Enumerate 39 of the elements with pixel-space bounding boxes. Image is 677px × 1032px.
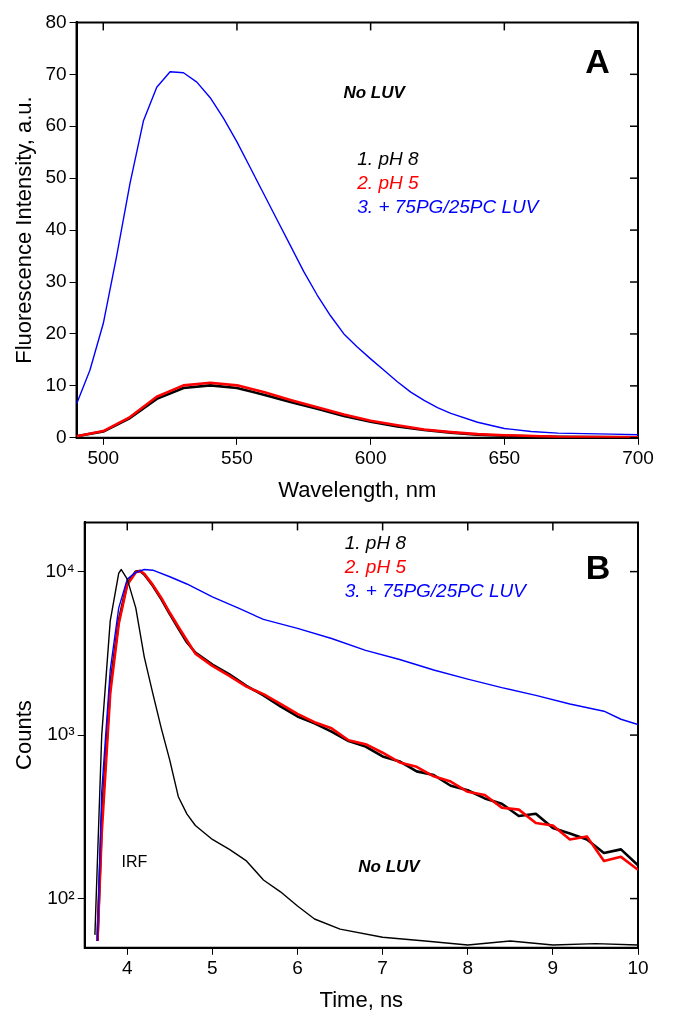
legend-label: 1. pH 8 bbox=[344, 531, 407, 553]
y-tick-label: 10 bbox=[45, 374, 67, 396]
x-tick-label: 700 bbox=[622, 447, 654, 469]
annotation: A bbox=[585, 42, 610, 81]
x-tick-label: 650 bbox=[488, 447, 521, 469]
y-tick-label: 10⁴ bbox=[45, 559, 75, 581]
y-tick-label: 50 bbox=[45, 166, 67, 188]
x-tick-label: 5 bbox=[207, 957, 218, 979]
y-tick-label: 10³ bbox=[47, 723, 75, 745]
x-axis-title: Time, ns bbox=[319, 986, 404, 1012]
y-tick-label: 80 bbox=[45, 10, 67, 32]
x-tick-label: 7 bbox=[377, 957, 388, 979]
x-tick-label: 500 bbox=[87, 447, 120, 469]
y-tick-label: 0 bbox=[55, 426, 67, 448]
y-tick-label: 20 bbox=[45, 322, 67, 344]
x-tick-label: 4 bbox=[121, 957, 133, 979]
x-tick-label: 9 bbox=[547, 957, 559, 979]
y-tick-label: 10² bbox=[47, 886, 75, 908]
x-tick-label: 10 bbox=[627, 957, 649, 979]
annotation: No LUV bbox=[358, 856, 422, 876]
x-tick-label: 600 bbox=[354, 447, 387, 469]
y-axis-title: Fluorescence Intensity, a.u. bbox=[11, 96, 37, 364]
y-tick-label: 30 bbox=[45, 270, 67, 292]
annotation: No LUV bbox=[343, 82, 407, 102]
text: 1. pH 8 bbox=[357, 147, 419, 169]
x-tick-label: 550 bbox=[221, 447, 253, 469]
y-axis-title: Counts bbox=[11, 700, 37, 770]
text: 2. pH 5 bbox=[343, 555, 407, 577]
annotation: B bbox=[585, 547, 611, 586]
y-tick-label: 40 bbox=[45, 218, 67, 240]
y-tick-label: 70 bbox=[45, 62, 67, 84]
text: 3. + 75PG/25PC LUV bbox=[344, 579, 529, 601]
annotation: IRF bbox=[121, 853, 148, 871]
text: 2. pH 5 bbox=[356, 171, 419, 193]
x-axis-title: Wavelength, nm bbox=[278, 476, 437, 502]
x-tick-label: 6 bbox=[292, 957, 303, 979]
y-tick-label: 60 bbox=[45, 114, 67, 136]
x-tick-label: 8 bbox=[462, 957, 474, 979]
text: 3. + 75PG/25PC LUV bbox=[357, 195, 541, 217]
